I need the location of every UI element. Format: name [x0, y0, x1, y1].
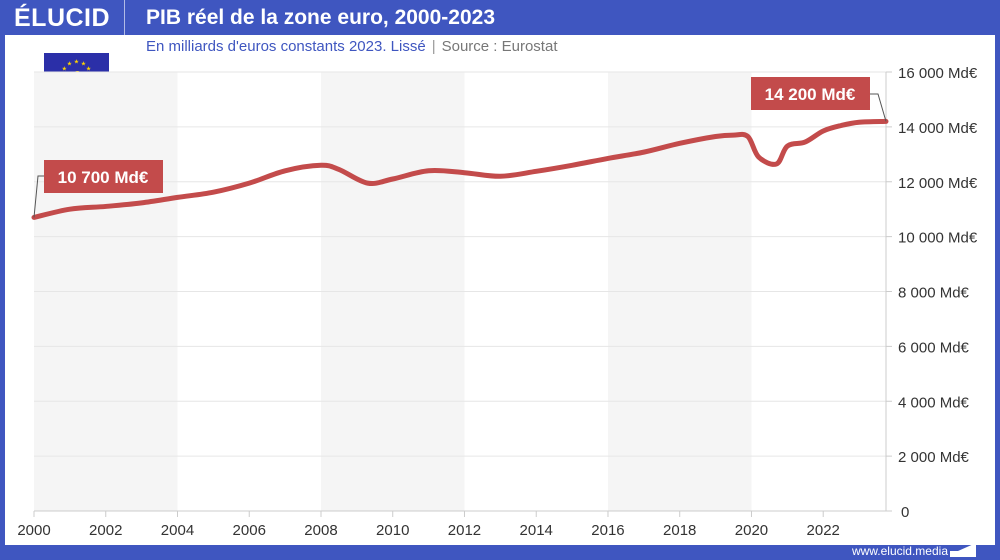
source-text: Source : Eurostat: [441, 38, 558, 55]
y-tick-label: 10 000 Md€: [898, 230, 978, 247]
x-tick-label: 2004: [161, 522, 194, 539]
subtitle-text: En milliards d'euros constants 2023. Lis…: [146, 38, 426, 55]
svg-text:★: ★: [86, 66, 91, 73]
y-tick-label: 0: [901, 504, 909, 521]
y-tick-label: 14 000 Md€: [898, 120, 978, 137]
annotation-box: [44, 160, 163, 193]
annotation-leader: [33, 175, 44, 218]
x-tick-label: 2020: [735, 522, 768, 539]
y-tick-label: 2 000 Md€: [898, 449, 970, 466]
svg-text:★: ★: [74, 59, 79, 66]
line-chart: 0 2 000 Md€ 4 000 Md€ 6 000 Md€ 8 000 Md€ 10 …: [17, 65, 978, 539]
y-tick-label: 6 000 Md€: [898, 339, 970, 356]
header-divider: [124, 0, 125, 35]
x-tick-label: 2012: [448, 522, 481, 539]
x-tick-label: 2016: [591, 522, 624, 539]
y-tick-label: 8 000 Md€: [898, 285, 970, 302]
chart-title: PIB réel de la zone euro, 2000-2023: [146, 6, 496, 29]
annotation-label: 10 700 Md€: [58, 168, 149, 187]
annotation-label: 14 200 Md€: [765, 85, 856, 104]
y-tick-label: 12 000 Md€: [898, 175, 978, 192]
y-tick-label: 16 000 Md€: [898, 65, 978, 82]
x-tick-label: 2014: [520, 522, 553, 539]
footer-url[interactable]: www.elucid.media: [851, 544, 948, 558]
subtitle-divider: |: [431, 38, 436, 55]
x-tick-label: 2018: [663, 522, 696, 539]
y-tick-label: 4 000 Md€: [898, 394, 970, 411]
chart-subtitle: En milliards d'euros constants 2023. Lis…: [146, 38, 558, 55]
annotation-leader: [870, 93, 887, 122]
x-tick-label: 2000: [17, 522, 50, 539]
x-tick-label: 2010: [376, 522, 409, 539]
annotation-box: [751, 77, 870, 110]
x-tick-label: 2022: [807, 522, 840, 539]
header-bar: ÉLUCID PIB réel de la zone euro, 2000-20…: [0, 0, 1000, 35]
svg-text:★: ★: [62, 66, 67, 73]
x-tick-label: 2006: [233, 522, 266, 539]
svg-text:★: ★: [67, 60, 72, 67]
x-tick-label: 2008: [304, 522, 337, 539]
svg-text:★: ★: [81, 60, 86, 67]
elucid-mark-icon: [950, 543, 976, 557]
x-tick-label: 2002: [89, 522, 122, 539]
elucid-logo: ÉLUCID: [14, 4, 111, 32]
